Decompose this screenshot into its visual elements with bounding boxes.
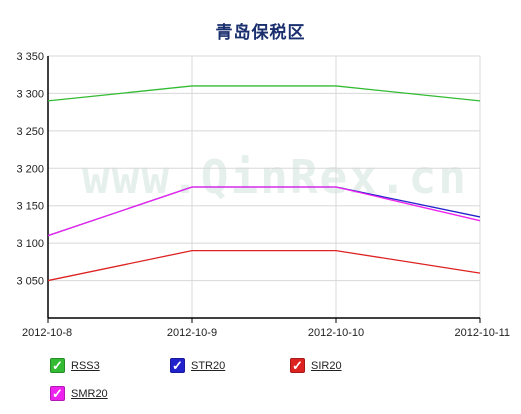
legend-item-str20[interactable]: ✓ STR20 <box>170 358 225 373</box>
y-tick-label: 3 350 <box>16 51 44 63</box>
y-tick-label: 3 200 <box>16 163 44 175</box>
watermark: www.QinRex.cn <box>81 150 469 204</box>
legend-item-rss3[interactable]: ✓ RSS3 <box>50 358 100 373</box>
y-tick-label: 3 150 <box>16 201 44 213</box>
legend-label[interactable]: SIR20 <box>311 359 342 372</box>
x-tick-label: 2012-10-9 <box>167 327 217 339</box>
legend-item-smr20[interactable]: ✓ SMR20 <box>50 386 108 401</box>
series-line-str20 <box>47 186 481 237</box>
legend-checkbox-icon[interactable]: ✓ <box>290 358 305 373</box>
legend-checkbox-icon[interactable]: ✓ <box>50 358 65 373</box>
legend-item-sir20[interactable]: ✓ SIR20 <box>290 358 342 373</box>
legend-label[interactable]: STR20 <box>191 359 226 372</box>
y-tick-label: 3 100 <box>16 238 44 250</box>
chart-title: 青岛保税区 <box>215 23 306 43</box>
y-tick-label: 3 300 <box>16 88 44 100</box>
legend-checkbox-icon[interactable]: ✓ <box>50 386 65 401</box>
series-line-smr20 <box>47 186 481 237</box>
series-line-rss3 <box>47 85 481 102</box>
y-tick-label: 3 050 <box>16 276 44 288</box>
y-tick-label: 3 250 <box>16 126 44 138</box>
x-tick-label: 2012-10-8 <box>22 327 72 339</box>
x-tick-label: 2012-10-11 <box>455 327 510 339</box>
legend-label[interactable]: RSS3 <box>71 359 100 372</box>
x-tick-label: 2012-10-10 <box>308 327 364 339</box>
legend-label[interactable]: SMR20 <box>71 387 108 400</box>
legend-checkbox-icon[interactable]: ✓ <box>170 358 185 373</box>
series-line-sir20 <box>47 249 481 282</box>
